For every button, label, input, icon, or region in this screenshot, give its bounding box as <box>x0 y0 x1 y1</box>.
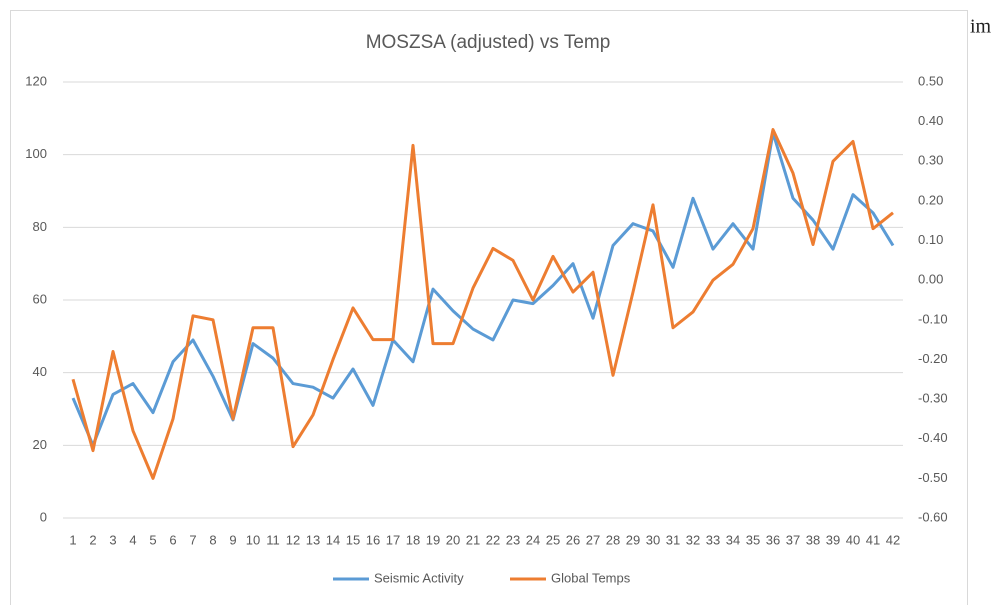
x-tick-label: 34 <box>726 532 740 547</box>
x-tick-label: 20 <box>446 532 460 547</box>
y2-tick-label: 0.40 <box>918 113 943 128</box>
y-tick-label: 80 <box>33 219 47 234</box>
y2-tick-label: -0.50 <box>918 470 948 485</box>
x-tick-label: 27 <box>586 532 600 547</box>
y2-tick-label: -0.60 <box>918 509 948 524</box>
x-tick-label: 3 <box>109 532 116 547</box>
legend-label: Seismic Activity <box>374 570 464 585</box>
y-tick-label: 0 <box>40 509 47 524</box>
x-tick-label: 41 <box>866 532 880 547</box>
x-tick-label: 9 <box>229 532 236 547</box>
chart-title: MOSZSA (adjusted) vs Temp <box>366 32 611 53</box>
y-tick-label: 20 <box>33 437 47 452</box>
x-tick-label: 19 <box>426 532 440 547</box>
x-tick-label: 40 <box>846 532 860 547</box>
y-tick-label: 60 <box>33 291 47 306</box>
x-tick-label: 1 <box>69 532 76 547</box>
x-tick-label: 21 <box>466 532 480 547</box>
x-tick-label: 30 <box>646 532 660 547</box>
y-tick-label: 40 <box>33 364 47 379</box>
x-tick-label: 8 <box>209 532 216 547</box>
x-tick-label: 38 <box>806 532 820 547</box>
x-tick-label: 35 <box>746 532 760 547</box>
x-tick-label: 36 <box>766 532 780 547</box>
x-tick-label: 6 <box>169 532 176 547</box>
x-tick-label: 26 <box>566 532 580 547</box>
x-tick-label: 10 <box>246 532 260 547</box>
x-tick-label: 2 <box>89 532 96 547</box>
x-tick-label: 37 <box>786 532 800 547</box>
y-tick-label: 120 <box>25 73 47 88</box>
x-tick-label: 5 <box>149 532 156 547</box>
y2-tick-label: -0.40 <box>918 430 948 445</box>
series-line <box>71 131 895 447</box>
x-tick-label: 31 <box>666 532 680 547</box>
y-tick-label: 100 <box>25 146 47 161</box>
x-tick-label: 32 <box>686 532 700 547</box>
x-tick-label: 12 <box>286 532 300 547</box>
x-tick-label: 18 <box>406 532 420 547</box>
series-line <box>71 128 894 480</box>
x-tick-label: 39 <box>826 532 840 547</box>
x-tick-label: 17 <box>386 532 400 547</box>
y2-tick-label: -0.30 <box>918 391 948 406</box>
y2-tick-label: -0.20 <box>918 351 948 366</box>
x-tick-label: 16 <box>366 532 380 547</box>
x-tick-label: 14 <box>326 532 340 547</box>
x-tick-label: 42 <box>886 532 900 547</box>
y2-tick-label: 0.00 <box>918 272 943 287</box>
x-tick-label: 23 <box>506 532 520 547</box>
y2-tick-label: 0.50 <box>918 73 943 88</box>
x-tick-label: 29 <box>626 532 640 547</box>
y2-tick-label: 0.10 <box>918 232 943 247</box>
x-tick-label: 22 <box>486 532 500 547</box>
x-tick-label: 15 <box>346 532 360 547</box>
y2-tick-label: -0.10 <box>918 311 948 326</box>
x-tick-label: 33 <box>706 532 720 547</box>
y2-tick-label: 0.20 <box>918 192 943 207</box>
x-tick-label: 11 <box>266 532 280 547</box>
chart-frame <box>10 10 968 605</box>
x-tick-label: 4 <box>129 532 136 547</box>
x-tick-label: 24 <box>526 532 540 547</box>
x-tick-label: 13 <box>306 532 320 547</box>
x-tick-label: 28 <box>606 532 620 547</box>
legend-label: Global Temps <box>551 570 631 585</box>
x-tick-label: 7 <box>189 532 196 547</box>
y2-tick-label: 0.30 <box>918 153 943 168</box>
x-tick-label: 25 <box>546 532 560 547</box>
side-text: im <box>970 16 992 38</box>
